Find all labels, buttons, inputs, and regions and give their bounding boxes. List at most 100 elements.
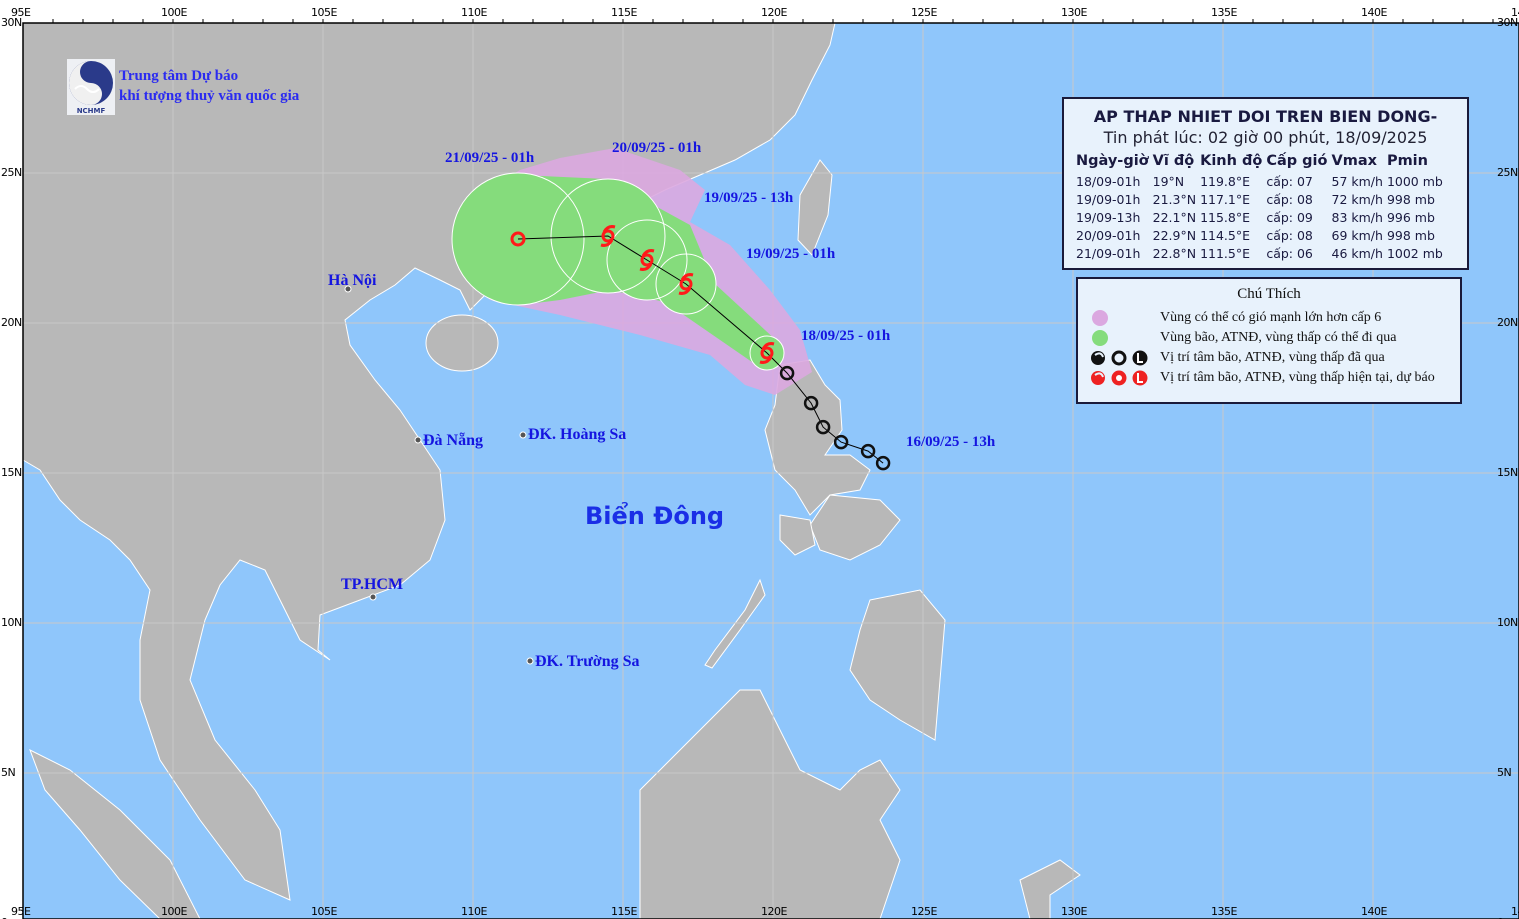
table-cell: 21.3°N bbox=[1152, 191, 1197, 207]
place-dot bbox=[526, 657, 534, 665]
table-cell: 998 mb bbox=[1386, 227, 1435, 243]
place-da-nang: Đà Nẵng bbox=[423, 432, 484, 449]
lat-label-left: 30N bbox=[1, 16, 22, 29]
lon-label-bottom: 100E bbox=[161, 905, 187, 918]
table-cell: 998 mb bbox=[1386, 191, 1435, 207]
table-header: Ngày-giờ Vĩ độ Kinh độ Cấp gió Vmax Pmin bbox=[1074, 150, 1445, 172]
place-ha-noi: Hà Nội bbox=[328, 272, 377, 289]
legend-label: Vị trí tâm bão, ATNĐ, vùng thấp hiện tại… bbox=[1160, 370, 1435, 385]
legend-label: Vùng có thể có gió mạnh lớn hơn cấp 6 bbox=[1160, 310, 1382, 325]
column-header: Ngày-giờ bbox=[1076, 153, 1149, 169]
lon-label-top: 140E bbox=[1361, 6, 1387, 19]
table-cell: cấp: 07 bbox=[1266, 173, 1313, 189]
lat-label-left: 25N bbox=[1, 166, 22, 179]
table-row: 19/09-01h 21.3°N 117.1°E cấp: 08 72 km/h 998 … bbox=[1074, 190, 1445, 208]
lon-label-top: 110E bbox=[461, 6, 487, 19]
sumatra bbox=[29, 748, 201, 919]
green-circle-icon bbox=[1092, 330, 1108, 346]
table-cell: cấp: 08 bbox=[1266, 227, 1313, 243]
storm-radius-circle bbox=[550, 178, 666, 294]
lat-label-left: 0 bbox=[1, 916, 8, 919]
place-dot bbox=[369, 593, 377, 601]
table-cell: 115.8°E bbox=[1200, 209, 1251, 225]
table-cell: 114.5°E bbox=[1200, 227, 1251, 243]
table-row: 18/09-01h 19°N 119.8°E cấp: 07 57 km/h 1000 m… bbox=[1074, 172, 1445, 190]
table-cell: 996 mb bbox=[1386, 209, 1435, 225]
org-name-line1: Trung tâm Dự báo bbox=[119, 68, 239, 84]
land bbox=[22, 22, 1081, 919]
storm-radius-circle bbox=[655, 253, 717, 315]
past-position-marker bbox=[860, 443, 876, 459]
lat-label-right: 15N bbox=[1497, 466, 1518, 479]
storm-radius-circle bbox=[606, 219, 688, 301]
table-cell: 22.8°N bbox=[1152, 245, 1197, 261]
table-cell: cấp: 08 bbox=[1266, 191, 1313, 207]
storm-icon bbox=[759, 342, 775, 364]
place-dot bbox=[519, 431, 527, 439]
lon-label-top: 130E bbox=[1061, 6, 1087, 19]
borneo bbox=[639, 689, 901, 919]
lon-label-bottom: 145E bbox=[1511, 905, 1519, 918]
table-cell: 1002 mb bbox=[1386, 245, 1443, 261]
storm-icon bbox=[600, 225, 616, 247]
table-cell: 117.1°E bbox=[1200, 191, 1251, 207]
time-label-16-09: 16/09/25 - 13h bbox=[906, 434, 996, 450]
forecast-table: Ngày-giờ Vĩ độ Kinh độ Cấp gió Vmax Pmin 18/0… bbox=[1074, 150, 1445, 262]
legend-label: Vùng bão, ATNĐ, vùng thấp có thể đi qua bbox=[1160, 330, 1397, 345]
lat-label-right: 5N bbox=[1497, 766, 1512, 779]
table-cell: 18/09-01h bbox=[1076, 173, 1141, 189]
table-cell: 69 km/h bbox=[1331, 227, 1383, 243]
time-label-21-09: 21/09/25 - 01h bbox=[445, 150, 535, 166]
past-position-marker bbox=[815, 419, 831, 435]
column-header: Kinh độ bbox=[1200, 153, 1263, 169]
lat-label-left: 10N bbox=[1, 616, 22, 629]
map-frame bbox=[22, 22, 1519, 919]
purple-circle-icon bbox=[1092, 310, 1108, 326]
place-dots bbox=[344, 285, 534, 665]
legend-title: Chú Thích bbox=[1237, 286, 1301, 302]
past-position-marker bbox=[833, 434, 849, 450]
lat-label-left: 15N bbox=[1, 466, 22, 479]
past-position-marker bbox=[803, 395, 819, 411]
time-label-19-09-13h: 19/09/25 - 13h bbox=[704, 190, 794, 206]
legend-label: Vị trí tâm bão, ATNĐ, vùng thấp đã qua bbox=[1160, 350, 1385, 365]
lon-label-top: 115E bbox=[611, 6, 637, 19]
lon-label-bottom: 125E bbox=[911, 905, 937, 918]
table-cell: 22.9°N bbox=[1152, 227, 1197, 243]
bulletin-box: AP THAP NHIET DOI TREN BIEN DONG- Tin ph… bbox=[1062, 97, 1469, 270]
legend-box: Chú Thích Vùng có thể có gió mạnh lớn hơ… bbox=[1076, 277, 1462, 404]
lon-label-top: 120E bbox=[761, 6, 787, 19]
lon-label-top: 95E bbox=[11, 6, 31, 19]
sulawesi bbox=[1019, 859, 1081, 919]
org-name-line2: khí tượng thuỷ văn quốc gia bbox=[119, 88, 300, 104]
place-dot bbox=[414, 436, 422, 444]
table-cell: 20/09-01h bbox=[1076, 227, 1141, 243]
lat-label-right: 10N bbox=[1497, 616, 1518, 629]
svg-text:NCHMF: NCHMF bbox=[77, 107, 106, 115]
table-cell: 19/09-13h bbox=[1076, 209, 1141, 225]
table-cell: 1000 mb bbox=[1386, 173, 1443, 189]
legend-item-past: Vị trí tâm bão, ATNĐ, vùng thấp đã qua bbox=[1090, 348, 1385, 368]
time-label-18-09: 18/09/25 - 01h bbox=[801, 328, 891, 344]
lon-label-bottom: 105E bbox=[311, 905, 337, 918]
place-dot bbox=[344, 285, 352, 293]
lon-label-bottom: 120E bbox=[761, 905, 787, 918]
table-cell: cấp: 06 bbox=[1266, 245, 1313, 261]
lat-label-right: 25N bbox=[1497, 166, 1518, 179]
legend-item-current: Vị trí tâm bão, ATNĐ, vùng thấp hiện tại… bbox=[1090, 368, 1435, 388]
column-header: Vmax bbox=[1331, 153, 1377, 169]
place-truong-sa: ĐK. Trường Sa bbox=[535, 653, 640, 670]
lat-label-left: 20N bbox=[1, 316, 22, 329]
lon-label-bottom: 140E bbox=[1361, 905, 1387, 918]
hainan bbox=[425, 314, 499, 372]
track-line bbox=[517, 235, 884, 464]
taiwan bbox=[797, 159, 833, 256]
table-cell: cấp: 09 bbox=[1266, 209, 1313, 225]
lat-label-right: 0 bbox=[1497, 916, 1504, 919]
place-hoang-sa: ĐK. Hoàng Sa bbox=[528, 426, 627, 443]
table-cell: 22.1°N bbox=[1152, 209, 1197, 225]
table-row: 21/09-01h 22.8°N 111.5°E cấp: 06 46 km/h 1002… bbox=[1074, 244, 1445, 262]
table-row: 19/09-13h 22.1°N 115.8°E cấp: 09 83 km/h 996 … bbox=[1074, 208, 1445, 226]
low-pressure-marker bbox=[510, 231, 526, 247]
